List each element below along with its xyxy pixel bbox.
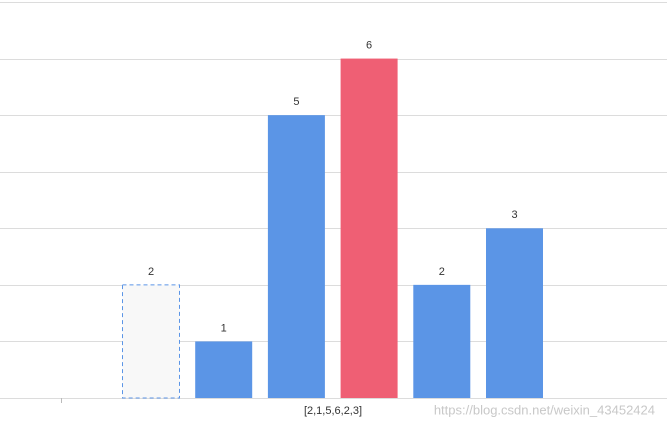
- value-label: 2: [148, 266, 154, 278]
- bar: [486, 228, 543, 398]
- bar: [340, 58, 398, 398]
- value-label: 1: [221, 322, 227, 334]
- bar: [267, 115, 325, 399]
- x-axis-label: [2,1,5,6,2,3]: [304, 405, 362, 417]
- value-label: 3: [511, 209, 517, 221]
- bar: [413, 284, 471, 398]
- watermark: https://blog.csdn.net/weixin_43452424: [434, 402, 655, 417]
- value-label: 2: [439, 266, 445, 278]
- bar: [122, 284, 180, 399]
- value-label: 5: [293, 96, 299, 108]
- value-label: 6: [366, 39, 372, 51]
- bar: [195, 341, 253, 398]
